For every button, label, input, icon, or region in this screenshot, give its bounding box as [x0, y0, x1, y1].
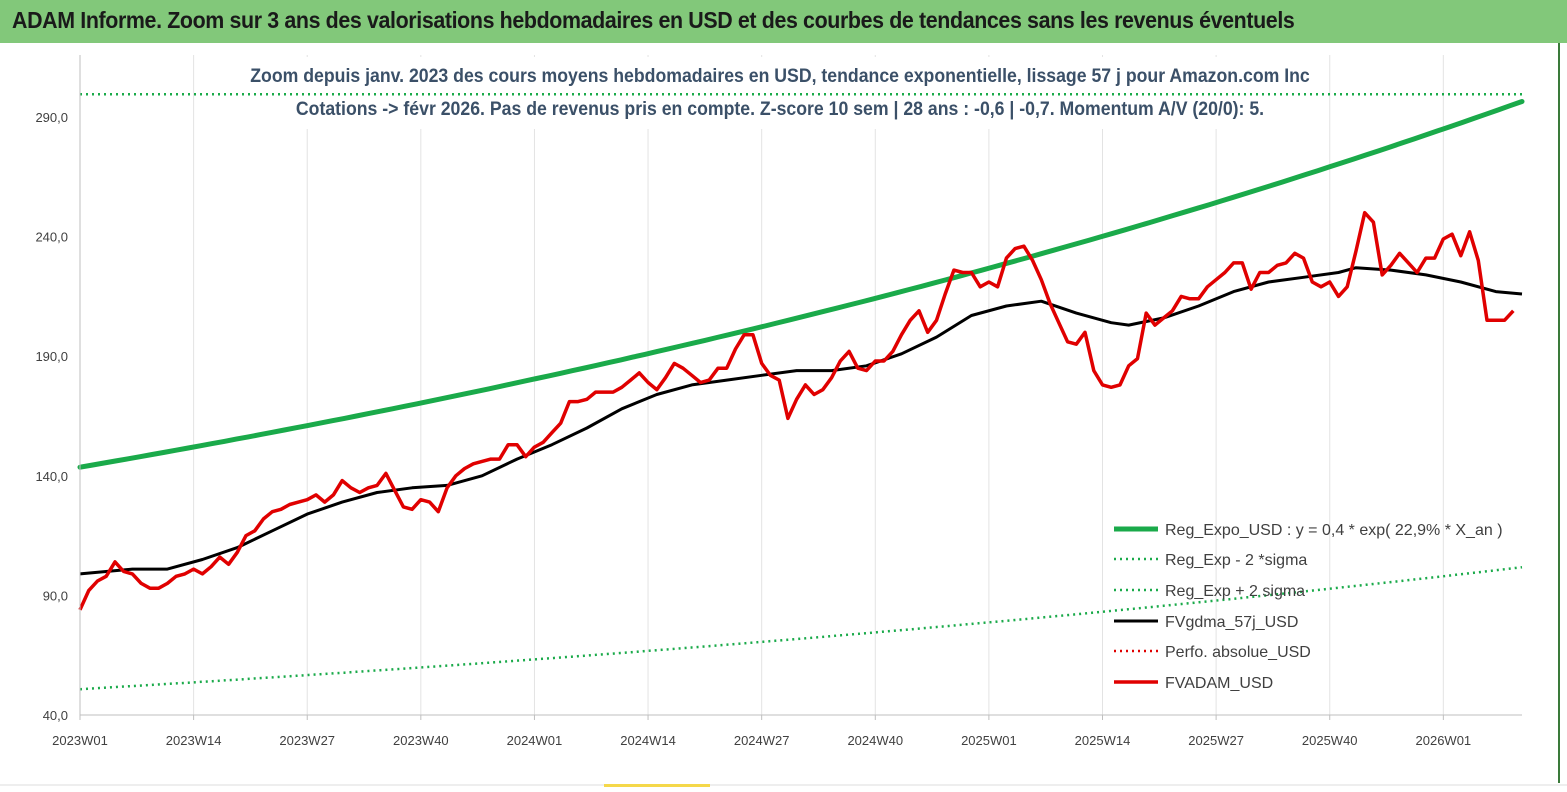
x-tick-label: 2026W01	[1416, 733, 1472, 748]
y-tick-label: 190,0	[35, 349, 68, 364]
x-tick-label: 2023W14	[166, 733, 222, 748]
bottom-frame-border	[0, 784, 1567, 786]
chart-svg: 40,0 90,0 140,0 190,0 240,0 290,0 2023W01 2023W…	[35, 55, 1525, 748]
bottom-accent-bar	[604, 784, 710, 787]
report-title: ADAM Informe. Zoom sur 3 ans des valoris…	[12, 7, 1295, 33]
series-reg-exp-minus-2sigma	[79, 565, 1523, 691]
legend-label: Reg_Exp - 2 *sigma	[1165, 552, 1307, 569]
x-tick-label: 2023W01	[52, 733, 108, 748]
y-tick-label: 90,0	[43, 588, 68, 603]
subtitle-background	[252, 57, 1282, 129]
x-tick-label: 2024W40	[847, 733, 903, 748]
x-tick-label: 2024W27	[734, 733, 790, 748]
x-tick-label: 2025W14	[1075, 733, 1131, 748]
y-tick-label: 240,0	[35, 230, 68, 245]
chart-title: Zoom depuis janv. 2023 des cours moyens …	[250, 66, 1310, 87]
right-frame-border	[1554, 43, 1560, 783]
legend: Reg_Expo_USD : y = 0,4 * exp( 22,9% * X_…	[1114, 522, 1503, 692]
x-tick-label: 2025W01	[961, 733, 1017, 748]
legend-label: FVgdma_57j_USD	[1165, 614, 1298, 631]
y-tick-label: 140,0	[35, 469, 68, 484]
axis-layer: 40,0 90,0 140,0 190,0 240,0 290,0 2023W01 2023W…	[35, 55, 1522, 748]
series-fvgdma-57j-usd	[79, 266, 1523, 576]
x-tick-label: 2023W27	[279, 733, 335, 748]
legend-label: FVADAM_USD	[1165, 675, 1273, 692]
legend-label: Reg_Expo_USD : y = 0,4 * exp( 22,9% * X_…	[1165, 522, 1503, 539]
x-tick-label: 2025W27	[1188, 733, 1244, 748]
x-tick-label: 2024W14	[620, 733, 676, 748]
legend-label: Reg_Exp + 2 sigma	[1165, 583, 1305, 600]
x-tick-label: 2023W40	[393, 733, 449, 748]
report-header: ADAM Informe. Zoom sur 3 ans des valoris…	[0, 0, 1567, 43]
series-layer	[77, 93, 1525, 691]
chart-subtitle: Cotations -> févr 2026. Pas de revenus p…	[295, 99, 1265, 120]
y-tick-label: 290,0	[35, 110, 68, 125]
series-fvadam-usd	[78, 210, 1515, 611]
y-tick-label: 40,0	[43, 708, 68, 723]
x-tick-label: 2024W01	[507, 733, 563, 748]
series-reg-expo-usd	[77, 99, 1525, 470]
legend-label: Perfo. absolue_USD	[1165, 644, 1311, 661]
x-tick-label: 2025W40	[1302, 733, 1358, 748]
chart-area: 40,0 90,0 140,0 190,0 240,0 290,0 2023W01 2023W…	[0, 43, 1567, 792]
